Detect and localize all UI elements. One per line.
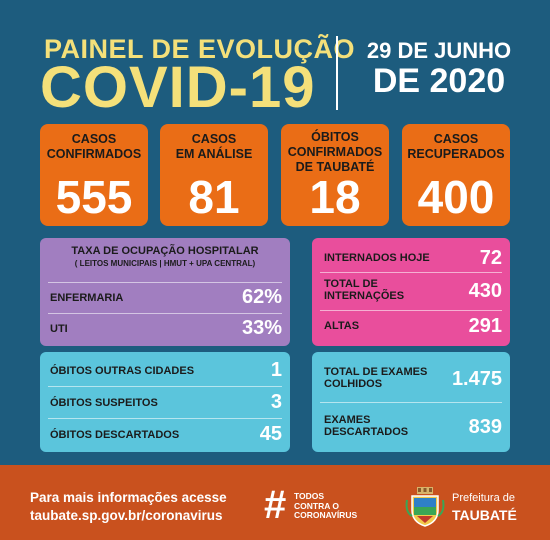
row-label: ALTAS [324,320,360,332]
hospital-row-enfermaria: ENFERMARIA 62% [50,284,282,312]
row-value: 1 [270,359,282,381]
card-label: CASOS CONFIRMADOS [46,132,142,161]
row-value: 33% [241,317,282,339]
card-label: CASOS EM ANÁLISE [175,132,253,161]
card-casos-recuperados: CASOS RECUPERADOS 400 [402,124,510,226]
header-title-line1: PAINEL DE EVOLUÇÃO [44,34,356,64]
row-value: 3 [270,391,282,413]
hospital-occupancy-panel: TAXA DE OCUPAÇÃO HOSPITALAR ( LEITOS MUN… [40,238,290,346]
row-divider [320,272,502,273]
header: PAINEL DE EVOLUÇÃO COVID-19 29 DE JUNHO … [0,0,550,120]
hashtag-icon: # [264,483,287,527]
row-divider [48,418,282,419]
row-divider [48,282,282,283]
row-label: TOTAL DE INTERNAÇÕES [324,278,405,302]
city-name: TAUBATÉ [452,507,517,523]
card-casos-em-analise: CASOS EM ANÁLISE 81 [160,124,268,226]
card-label: ÓBITOS CONFIRMADOS DE TAUBATÉ [287,130,383,174]
internacoes-panel: INTERNADOS HOJE 72 TOTAL DE INTERNAÇÕES … [312,238,510,346]
row-value: 839 [468,416,502,438]
obitos-row-outras-cidades: ÓBITOS OUTRAS CIDADES 1 [50,356,282,384]
row-divider [48,313,282,314]
row-label: ÓBITOS SUSPEITOS [50,397,158,409]
obitos-panel: ÓBITOS OUTRAS CIDADES 1 ÓBITOS SUSPEITOS… [40,352,290,452]
header-title-line2: COVID-19 [40,55,316,120]
obitos-row-descartados: ÓBITOS DESCARTADOS 45 [50,420,282,448]
card-casos-confirmados: CASOS CONFIRMADOS 555 [40,124,148,226]
row-label: ENFERMARIA [50,292,124,304]
row-value: 1.475 [451,368,502,390]
row-label: ÓBITOS DESCARTADOS [50,429,180,441]
card-obitos-confirmados: ÓBITOS CONFIRMADOS DE TAUBATÉ 18 [281,124,389,226]
row-label: TOTAL DE EXAMES COLHIDOS [324,366,428,390]
prefeitura-label: Prefeitura de [452,492,515,504]
obitos-row-suspeitos: ÓBITOS SUSPEITOS 3 [50,388,282,416]
hospital-row-uti: UTI 33% [50,315,282,343]
footer: Para mais informações acesse taubate.sp.… [0,465,550,540]
row-divider [48,386,282,387]
card-label: CASOS RECUPERADOS [407,132,505,161]
row-value: 72 [479,247,502,269]
row-label: ÓBITOS OUTRAS CIDADES [50,365,195,377]
hospital-title: TAXA DE OCUPAÇÃO HOSPITALAR [71,245,259,257]
row-divider [320,310,502,311]
footer-website-link[interactable]: taubate.sp.gov.br/coronavirus [30,508,223,523]
card-value: 18 [309,171,361,223]
row-value: 45 [259,423,282,445]
hashtag-text: TODOS CONTRA O CORONAVÍRUS [294,491,358,520]
header-divider [336,36,338,110]
header-date-line2: DE 2020 [372,62,506,100]
exames-panel: TOTAL DE EXAMES COLHIDOS 1.475 EXAMES DE… [312,352,510,452]
footer-info-text: Para mais informações acesse [30,490,227,505]
row-value: 291 [468,315,502,337]
city-crest-icon [405,487,445,527]
row-value: 62% [241,286,282,308]
hospital-subtitle: ( LEITOS MUNICIPAIS | HMUT + UPA CENTRAL… [74,259,256,268]
header-date-line1: 29 DE JUNHO [366,38,512,63]
card-value: 81 [188,171,240,223]
row-label: INTERNADOS HOJE [324,252,430,264]
row-value: 430 [468,280,502,302]
row-label: EXAMES DESCARTADOS [324,414,409,438]
card-value: 400 [417,171,495,223]
card-value: 555 [55,171,133,223]
row-divider [320,402,502,403]
row-label: UTI [50,323,68,335]
